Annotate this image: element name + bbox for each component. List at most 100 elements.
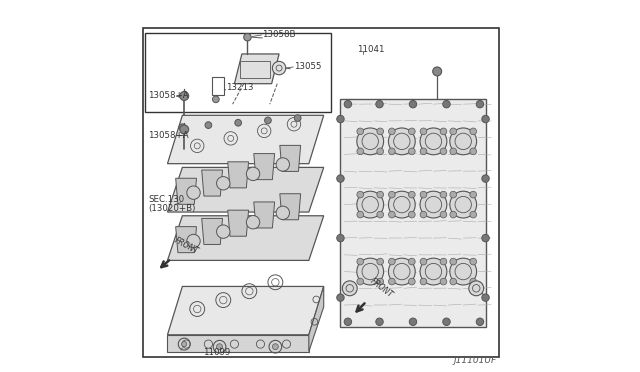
Circle shape bbox=[216, 225, 230, 238]
Text: FRONT: FRONT bbox=[173, 236, 200, 256]
Circle shape bbox=[388, 148, 395, 155]
Circle shape bbox=[216, 344, 223, 350]
Text: 13058+A: 13058+A bbox=[148, 131, 189, 140]
Circle shape bbox=[440, 258, 447, 265]
Circle shape bbox=[180, 92, 189, 100]
Circle shape bbox=[470, 258, 477, 265]
Circle shape bbox=[273, 61, 286, 75]
Circle shape bbox=[388, 128, 395, 135]
Circle shape bbox=[179, 124, 186, 131]
Circle shape bbox=[357, 191, 383, 218]
Circle shape bbox=[409, 100, 417, 108]
Circle shape bbox=[450, 148, 456, 155]
Bar bbox=[240, 61, 270, 78]
Circle shape bbox=[476, 318, 484, 326]
Circle shape bbox=[443, 100, 450, 108]
Circle shape bbox=[187, 186, 200, 199]
Circle shape bbox=[344, 318, 351, 326]
Text: 11041: 11041 bbox=[357, 45, 385, 54]
Circle shape bbox=[388, 211, 395, 218]
Circle shape bbox=[408, 148, 415, 155]
Circle shape bbox=[420, 278, 427, 285]
Circle shape bbox=[357, 211, 364, 218]
Circle shape bbox=[420, 258, 427, 265]
Circle shape bbox=[482, 115, 489, 123]
Circle shape bbox=[408, 278, 415, 285]
Polygon shape bbox=[168, 335, 309, 352]
Circle shape bbox=[470, 191, 477, 198]
Polygon shape bbox=[202, 170, 223, 196]
Circle shape bbox=[450, 128, 456, 135]
Circle shape bbox=[357, 258, 364, 265]
Circle shape bbox=[476, 100, 484, 108]
Circle shape bbox=[357, 128, 364, 135]
Circle shape bbox=[388, 258, 395, 265]
Circle shape bbox=[420, 128, 447, 155]
Text: FRONT: FRONT bbox=[369, 276, 394, 299]
Circle shape bbox=[482, 175, 489, 182]
Circle shape bbox=[450, 258, 456, 265]
Circle shape bbox=[357, 128, 383, 155]
Text: 13213: 13213 bbox=[226, 83, 253, 92]
Polygon shape bbox=[234, 54, 279, 84]
Circle shape bbox=[235, 119, 241, 126]
Circle shape bbox=[377, 191, 383, 198]
Polygon shape bbox=[309, 286, 324, 352]
Circle shape bbox=[376, 100, 383, 108]
Circle shape bbox=[276, 206, 289, 219]
Circle shape bbox=[440, 128, 447, 135]
Bar bbox=[145, 33, 331, 112]
Circle shape bbox=[482, 294, 489, 301]
Polygon shape bbox=[280, 194, 301, 220]
Circle shape bbox=[420, 148, 427, 155]
Circle shape bbox=[470, 148, 477, 155]
Bar bbox=[143, 28, 499, 357]
Text: 13058B: 13058B bbox=[262, 31, 296, 39]
Polygon shape bbox=[340, 99, 486, 327]
Bar bbox=[212, 77, 224, 95]
Circle shape bbox=[205, 122, 212, 128]
Circle shape bbox=[216, 177, 230, 190]
Circle shape bbox=[182, 341, 187, 347]
Circle shape bbox=[337, 175, 344, 182]
Circle shape bbox=[377, 278, 383, 285]
Circle shape bbox=[388, 258, 415, 285]
Circle shape bbox=[377, 148, 383, 155]
Polygon shape bbox=[228, 162, 248, 188]
Circle shape bbox=[337, 115, 344, 123]
Circle shape bbox=[377, 258, 383, 265]
Circle shape bbox=[408, 258, 415, 265]
Circle shape bbox=[357, 191, 364, 198]
Circle shape bbox=[342, 281, 357, 296]
Polygon shape bbox=[168, 115, 324, 164]
Circle shape bbox=[212, 96, 219, 103]
Circle shape bbox=[420, 128, 427, 135]
Polygon shape bbox=[168, 286, 324, 335]
Circle shape bbox=[388, 278, 395, 285]
Polygon shape bbox=[168, 216, 324, 260]
Circle shape bbox=[420, 191, 427, 198]
Circle shape bbox=[357, 258, 383, 285]
Circle shape bbox=[470, 128, 477, 135]
Circle shape bbox=[264, 117, 271, 124]
Circle shape bbox=[420, 211, 427, 218]
Circle shape bbox=[450, 258, 477, 285]
Circle shape bbox=[433, 67, 442, 76]
Circle shape bbox=[443, 318, 450, 326]
Polygon shape bbox=[254, 154, 275, 180]
Circle shape bbox=[180, 125, 189, 134]
Circle shape bbox=[450, 191, 456, 198]
Circle shape bbox=[470, 278, 477, 285]
Circle shape bbox=[408, 128, 415, 135]
Circle shape bbox=[187, 234, 200, 248]
Circle shape bbox=[450, 191, 477, 218]
Circle shape bbox=[276, 158, 289, 171]
Circle shape bbox=[420, 258, 447, 285]
Circle shape bbox=[450, 278, 456, 285]
Circle shape bbox=[376, 318, 383, 326]
Circle shape bbox=[294, 115, 301, 121]
Circle shape bbox=[450, 128, 477, 155]
Circle shape bbox=[440, 148, 447, 155]
Circle shape bbox=[409, 318, 417, 326]
Text: SEC.130: SEC.130 bbox=[148, 195, 184, 203]
